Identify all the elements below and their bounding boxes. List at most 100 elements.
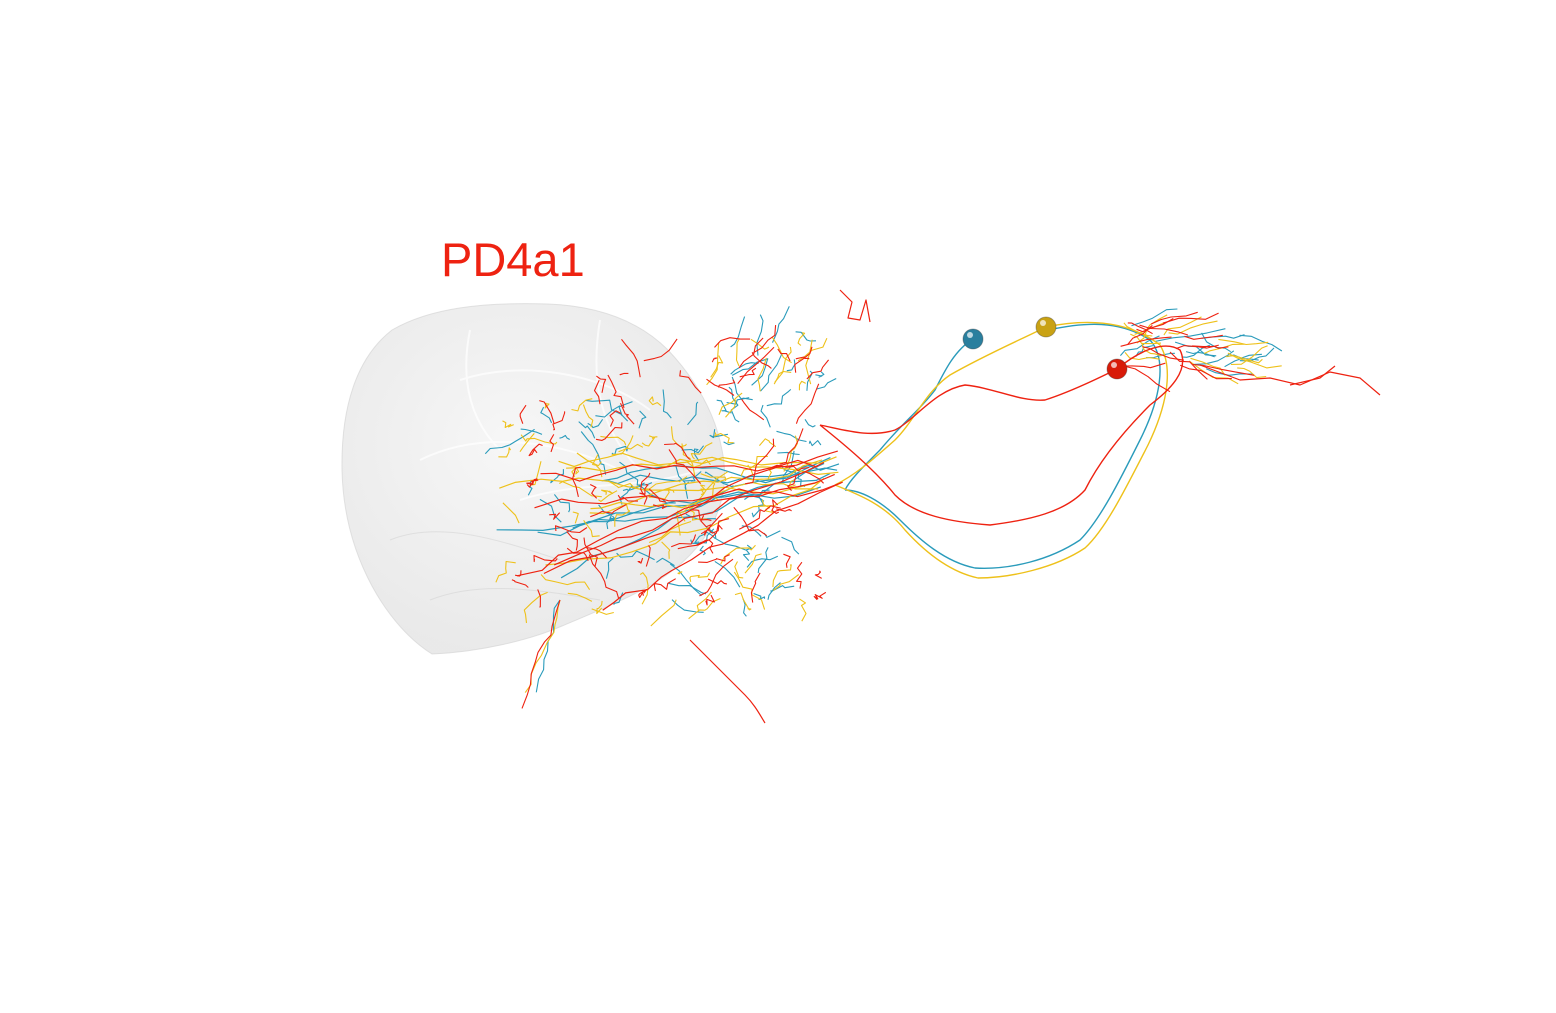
- neurite-branch: [698, 554, 730, 563]
- soma-1[interactable]: [962, 328, 984, 350]
- neurite-branch: [1184, 334, 1223, 340]
- neurite-branch: [678, 505, 690, 522]
- neurite-branch: [726, 397, 750, 405]
- neurite-branch: [648, 435, 655, 439]
- neurite-branch: [710, 480, 720, 502]
- neurite-branch: [1131, 308, 1178, 327]
- neurite-branch: [587, 418, 604, 429]
- neurite-branch: [619, 372, 629, 376]
- neurite-branch: [578, 421, 596, 439]
- neurite-branch: [681, 445, 705, 454]
- neurite-branch: [777, 348, 791, 362]
- neurite-branch: [571, 398, 593, 412]
- neuron-skeleton-2[interactable]: [495, 314, 1282, 693]
- neurite-branch: [605, 557, 614, 579]
- neurite-branch: [700, 473, 727, 482]
- neurite-branch: [771, 306, 790, 343]
- neurite-branch: [1175, 344, 1219, 350]
- neurite-branch: [540, 574, 591, 590]
- neurite-branch: [516, 461, 825, 577]
- neurite-branch: [618, 435, 634, 453]
- neurite-branch: [714, 560, 741, 588]
- neurite-branch: [1218, 338, 1269, 346]
- neurite-branch: [637, 557, 644, 564]
- neurite-branch: [520, 428, 543, 435]
- neurite-branch: [638, 410, 647, 429]
- neurite-branch: [1120, 364, 1171, 393]
- neurite-branch: [583, 519, 600, 538]
- neurite-branch: [661, 541, 671, 559]
- neurite-branch: [598, 490, 618, 502]
- neurite-branch: [590, 481, 819, 510]
- neurite-branch: [600, 435, 627, 446]
- neurite-branch: [734, 592, 752, 611]
- neurite-branch: [694, 531, 716, 544]
- soma-3[interactable]: [1106, 358, 1128, 380]
- neurite-branch: [776, 430, 807, 443]
- neurite-branch: [783, 553, 791, 568]
- neurite-branch: [593, 379, 601, 405]
- neurite-branch: [691, 509, 712, 521]
- neurite-branch: [1227, 352, 1282, 369]
- neurite-branch: [537, 589, 541, 608]
- neurite-branch: [733, 571, 766, 610]
- neurite-branch: [521, 599, 561, 709]
- neurite-branch: [753, 325, 777, 354]
- neurite-branch: [746, 555, 779, 568]
- neurite-branch: [1230, 345, 1268, 366]
- neurite-branch: [677, 518, 730, 550]
- neurite-branch: [552, 411, 566, 431]
- neurite-branch: [596, 375, 607, 393]
- neurite-branch: [796, 561, 803, 589]
- neurite-branch: [766, 388, 792, 407]
- neurite-branch: [640, 472, 651, 505]
- neurite-branch: [502, 420, 514, 429]
- soma-2[interactable]: [1035, 316, 1057, 338]
- neurite-branch: [730, 362, 759, 375]
- neurite-branch: [534, 482, 842, 509]
- neurite-branch: [686, 459, 711, 468]
- neurite-branch: [741, 398, 765, 421]
- neurite-branch: [725, 399, 737, 418]
- neurite-branch: [511, 579, 529, 588]
- neurite-branch: [704, 524, 723, 536]
- neurite-branch: [648, 396, 662, 407]
- neurite-branch: [586, 547, 607, 559]
- neurite-branch: [815, 371, 825, 378]
- neurite-branch: [1192, 363, 1255, 376]
- neurite-branch: [738, 337, 764, 369]
- neurite-branch: [495, 560, 516, 583]
- neurite-branch: [795, 331, 817, 342]
- neurite-branch: [589, 484, 598, 499]
- neurite-branch: [751, 358, 769, 386]
- neurite-branch: [576, 452, 602, 467]
- neurite-branch: [1179, 364, 1232, 380]
- neurite-branch: [839, 289, 871, 323]
- neurite-branch: [653, 578, 676, 592]
- neurite-branch: [1163, 316, 1202, 336]
- neurite-branch: [1225, 355, 1263, 364]
- neurite-branch: [779, 450, 795, 484]
- neurite-branch: [757, 547, 769, 574]
- neurite-branch: [709, 429, 729, 439]
- neuron-skeleton-3[interactable]: [511, 289, 1381, 724]
- neurite-branch: [1120, 336, 1172, 347]
- neurite-branch: [772, 564, 792, 588]
- neurite-branch: [806, 359, 830, 380]
- neurite-branch: [1154, 328, 1226, 343]
- neurite-branch: [549, 512, 560, 520]
- neurite-branch: [731, 358, 769, 376]
- neurite-branch: [740, 455, 768, 477]
- neurite-branch: [519, 404, 527, 424]
- neurite-branch: [1188, 360, 1239, 385]
- neurite-branch: [1289, 365, 1336, 386]
- neurite-branch: [819, 345, 1184, 526]
- neurite-branch: [742, 544, 752, 561]
- neurite-branch: [738, 505, 781, 530]
- neurite-branch: [714, 337, 751, 348]
- neurite-branch: [550, 469, 564, 484]
- neurite-branch: [519, 433, 535, 453]
- neurite-branch: [1134, 314, 1168, 335]
- neurite-branch: [690, 442, 713, 460]
